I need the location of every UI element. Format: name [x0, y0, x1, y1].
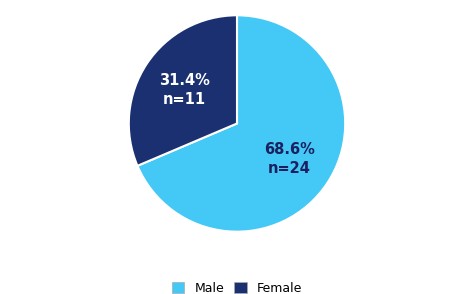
Wedge shape [129, 15, 237, 166]
Text: n=24: n=24 [268, 161, 311, 176]
Text: 68.6%: 68.6% [264, 142, 315, 157]
Text: n=11: n=11 [163, 92, 206, 107]
Wedge shape [137, 15, 345, 232]
Legend: Male, Female: Male, Female [166, 276, 308, 294]
Text: 31.4%: 31.4% [159, 73, 210, 88]
